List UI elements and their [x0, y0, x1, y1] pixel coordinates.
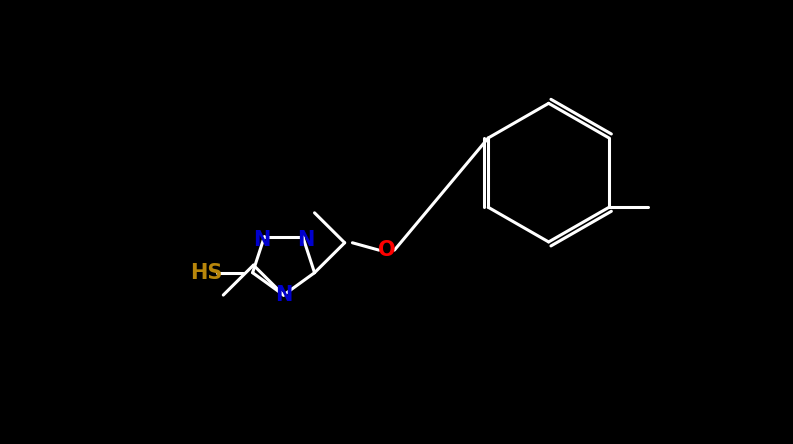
Text: O: O	[377, 240, 396, 260]
Text: HS: HS	[190, 263, 222, 283]
Text: N: N	[297, 230, 315, 250]
Text: N: N	[275, 285, 293, 305]
Text: N: N	[253, 230, 270, 250]
